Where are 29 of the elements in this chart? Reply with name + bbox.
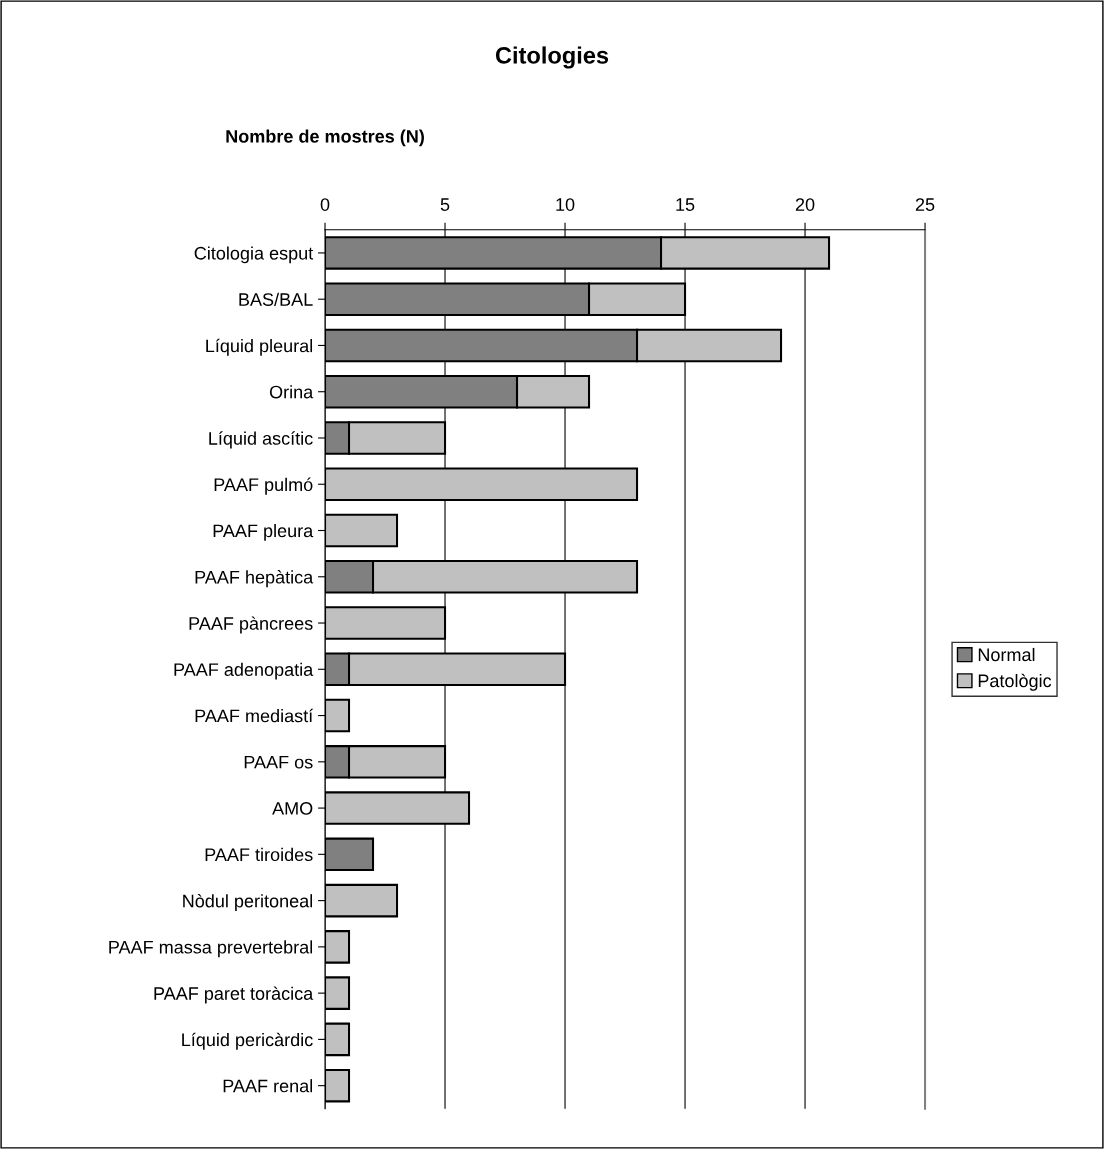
y-tick-label: BAS/BAL xyxy=(239,292,313,306)
chart-title: Citologies xyxy=(495,46,609,69)
y-tick-label: PAAF mediastí xyxy=(195,708,314,723)
y-tick-label: PAAF renal xyxy=(223,1079,313,1093)
y-tick-label: PAAF tiroides xyxy=(205,847,313,862)
y-tick-label: PAAF pleura xyxy=(213,523,314,541)
y-tick-label: Nòdul peritoneal xyxy=(183,893,313,911)
y-tick-label: PAAF os xyxy=(244,755,313,769)
y-tick-label: PAAF pàncrees xyxy=(189,616,313,634)
x-tick-label: 10 xyxy=(556,198,575,211)
y-tick-label: Citologia esput xyxy=(194,246,314,264)
x-tick-label: 25 xyxy=(915,198,935,211)
legend-label: Normal xyxy=(978,647,1035,662)
x-tick-label: 5 xyxy=(440,198,450,211)
x-tick-label: 15 xyxy=(676,198,695,211)
x-tick-label: 0 xyxy=(320,198,330,211)
y-tick-label: Orina xyxy=(269,385,314,399)
y-tick-label: PAAF hepàtica xyxy=(195,570,314,588)
y-tick-label: PAAF massa prevertebral xyxy=(109,940,313,958)
y-tick-label: AMO xyxy=(272,802,313,815)
x-tick-label: 20 xyxy=(795,198,815,211)
y-tick-label: Líquid ascític xyxy=(209,431,313,449)
x-axis-title: Nombre de mostres (N) xyxy=(226,129,424,147)
y-tick-label: Líquid pericàrdic xyxy=(182,1032,313,1050)
legend-label: Patològic xyxy=(978,673,1052,691)
y-tick-label: PAAF paret toràcica xyxy=(154,986,314,1004)
y-tick-label: PAAF pulmó xyxy=(214,477,313,495)
y-tick-label: PAAF adenopatia xyxy=(174,662,314,680)
y-tick-label: Líquid pleural xyxy=(206,338,313,356)
